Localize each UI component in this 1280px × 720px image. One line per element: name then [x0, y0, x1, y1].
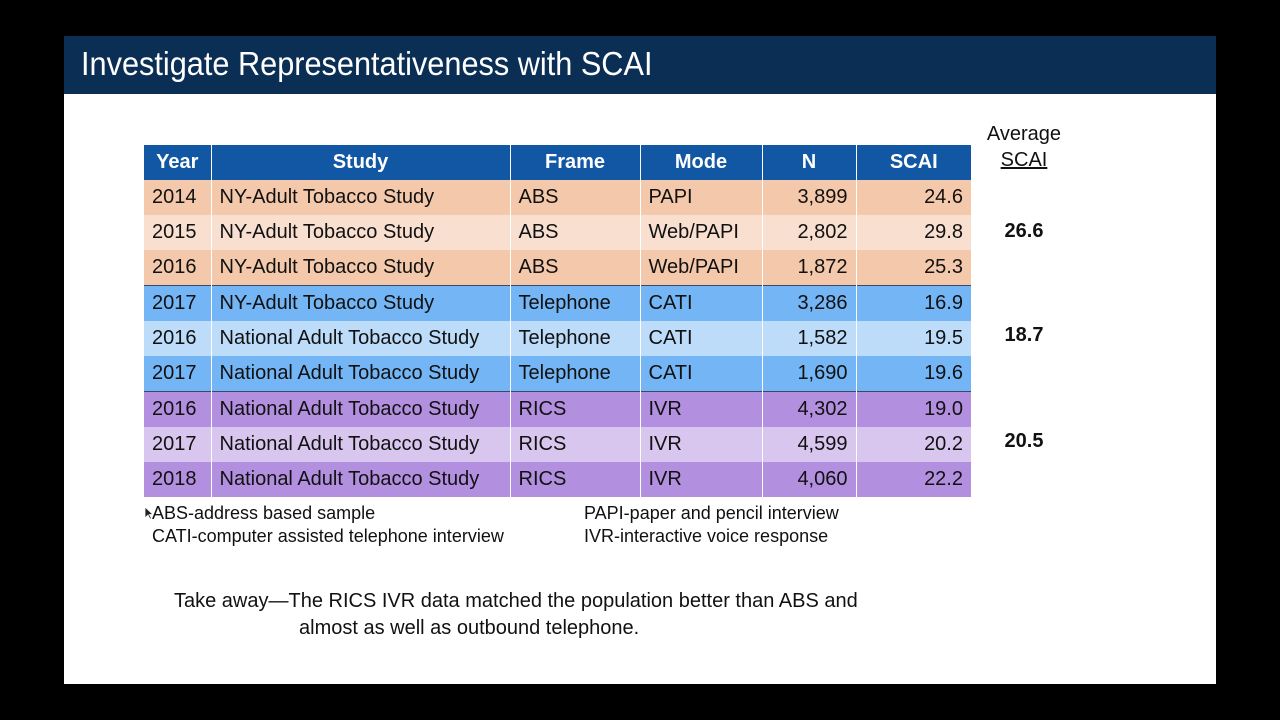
cell-scai: 19.0	[856, 391, 971, 427]
cell-mode: IVR	[640, 391, 763, 427]
header-study: Study	[211, 145, 511, 180]
average-value-telephone: 18.7	[1004, 324, 1044, 346]
takeaway-line1: Take away—The RICS IVR data matched the …	[174, 590, 858, 612]
cell-n: 1,582	[762, 321, 857, 356]
cell-n: 1,690	[762, 356, 857, 392]
title-bar: Investigate Representativeness with SCAI	[64, 36, 1216, 94]
cell-scai: 29.8	[856, 215, 971, 250]
table-row: 2016 National Adult Tobacco Study RICS I…	[144, 391, 971, 427]
average-value-abs: 26.6	[1004, 220, 1044, 242]
table-row: 2017 National Adult Tobacco Study Teleph…	[144, 356, 971, 392]
cell-frame: Telephone	[510, 356, 641, 392]
cell-n: 4,599	[762, 427, 857, 462]
cell-frame: ABS	[510, 250, 641, 286]
header-mode: Mode	[640, 145, 763, 180]
cell-year: 2018	[144, 462, 212, 497]
table-row: 2017 National Adult Tobacco Study RICS I…	[144, 427, 971, 462]
cell-mode: CATI	[640, 321, 763, 356]
cell-mode: IVR	[640, 427, 763, 462]
cell-frame: Telephone	[510, 285, 641, 321]
average-value-rics: 20.5	[1004, 430, 1044, 452]
cell-year: 2017	[144, 285, 212, 321]
legend-ivr: IVR-interactive voice response	[584, 526, 829, 546]
table-row: 2018 National Adult Tobacco Study RICS I…	[144, 462, 971, 497]
header-scai: SCAI	[856, 145, 971, 180]
cell-frame: RICS	[510, 391, 641, 427]
cell-mode: Web/PAPI	[640, 215, 763, 250]
cell-scai: 16.9	[856, 285, 971, 321]
table-row: 2015 NY-Adult Tobacco Study ABS Web/PAPI…	[144, 215, 971, 250]
cell-scai: 19.6	[856, 356, 971, 392]
cell-year: 2017	[144, 427, 212, 462]
header-n: N	[762, 145, 857, 180]
cell-study: National Adult Tobacco Study	[211, 391, 511, 427]
table-row: 2016 NY-Adult Tobacco Study ABS Web/PAPI…	[144, 250, 971, 286]
cell-year: 2017	[144, 356, 212, 392]
cell-scai: 24.6	[856, 180, 971, 215]
scai-table: Year Study Frame Mode N SCAI 2014 NY-Adu…	[144, 145, 971, 497]
takeaway-text: Take away—The RICS IVR data matched the …	[174, 588, 858, 642]
cell-frame: ABS	[510, 180, 641, 215]
cell-scai: 20.2	[856, 427, 971, 462]
mouse-cursor-icon	[144, 506, 154, 520]
cell-study: National Adult Tobacco Study	[211, 321, 511, 356]
cell-n: 4,060	[762, 462, 857, 497]
table-row: 2016 National Adult Tobacco Study Teleph…	[144, 321, 971, 356]
legend-abs: ABS-address based sample	[152, 503, 376, 523]
slide-title: Investigate Representativeness with SCAI	[81, 45, 653, 82]
legend-papi: PAPI-paper and pencil interview	[584, 503, 839, 523]
header-year: Year	[144, 145, 212, 180]
slide: Investigate Representativeness with SCAI…	[64, 36, 1216, 684]
cell-mode: PAPI	[640, 180, 763, 215]
table-row: 2014 NY-Adult Tobacco Study ABS PAPI 3,8…	[144, 180, 971, 215]
cell-frame: Telephone	[510, 321, 641, 356]
cell-frame: ABS	[510, 215, 641, 250]
cell-year: 2014	[144, 180, 212, 215]
cell-mode: CATI	[640, 356, 763, 392]
cell-n: 3,286	[762, 285, 857, 321]
table-header-row: Year Study Frame Mode N SCAI	[144, 145, 971, 180]
cell-study: National Adult Tobacco Study	[211, 356, 511, 392]
cell-mode: Web/PAPI	[640, 250, 763, 286]
cell-year: 2016	[144, 391, 212, 427]
cell-n: 4,302	[762, 391, 857, 427]
takeaway-line2: almost as well as outbound telephone.	[299, 617, 640, 639]
cell-study: NY-Adult Tobacco Study	[211, 250, 511, 286]
cell-n: 1,872	[762, 250, 857, 286]
cell-scai: 19.5	[856, 321, 971, 356]
average-header-line2: SCAI	[1000, 149, 1048, 171]
legend-cati: CATI-computer assisted telephone intervi…	[152, 526, 504, 546]
cell-year: 2016	[144, 321, 212, 356]
header-frame: Frame	[510, 145, 641, 180]
cell-n: 3,899	[762, 180, 857, 215]
cell-scai: 22.2	[856, 462, 971, 497]
cell-n: 2,802	[762, 215, 857, 250]
cell-frame: RICS	[510, 427, 641, 462]
cell-year: 2015	[144, 215, 212, 250]
average-scai-header: Average SCAI	[964, 121, 1084, 173]
cell-study: NY-Adult Tobacco Study	[211, 180, 511, 215]
cell-mode: CATI	[640, 285, 763, 321]
cell-year: 2016	[144, 250, 212, 286]
cell-study: NY-Adult Tobacco Study	[211, 215, 511, 250]
table-row: 2017 NY-Adult Tobacco Study Telephone CA…	[144, 285, 971, 321]
cell-study: NY-Adult Tobacco Study	[211, 285, 511, 321]
average-header-line1: Average	[986, 123, 1062, 145]
cell-frame: RICS	[510, 462, 641, 497]
cell-mode: IVR	[640, 462, 763, 497]
cell-scai: 25.3	[856, 250, 971, 286]
cell-study: National Adult Tobacco Study	[211, 427, 511, 462]
cell-study: National Adult Tobacco Study	[211, 462, 511, 497]
